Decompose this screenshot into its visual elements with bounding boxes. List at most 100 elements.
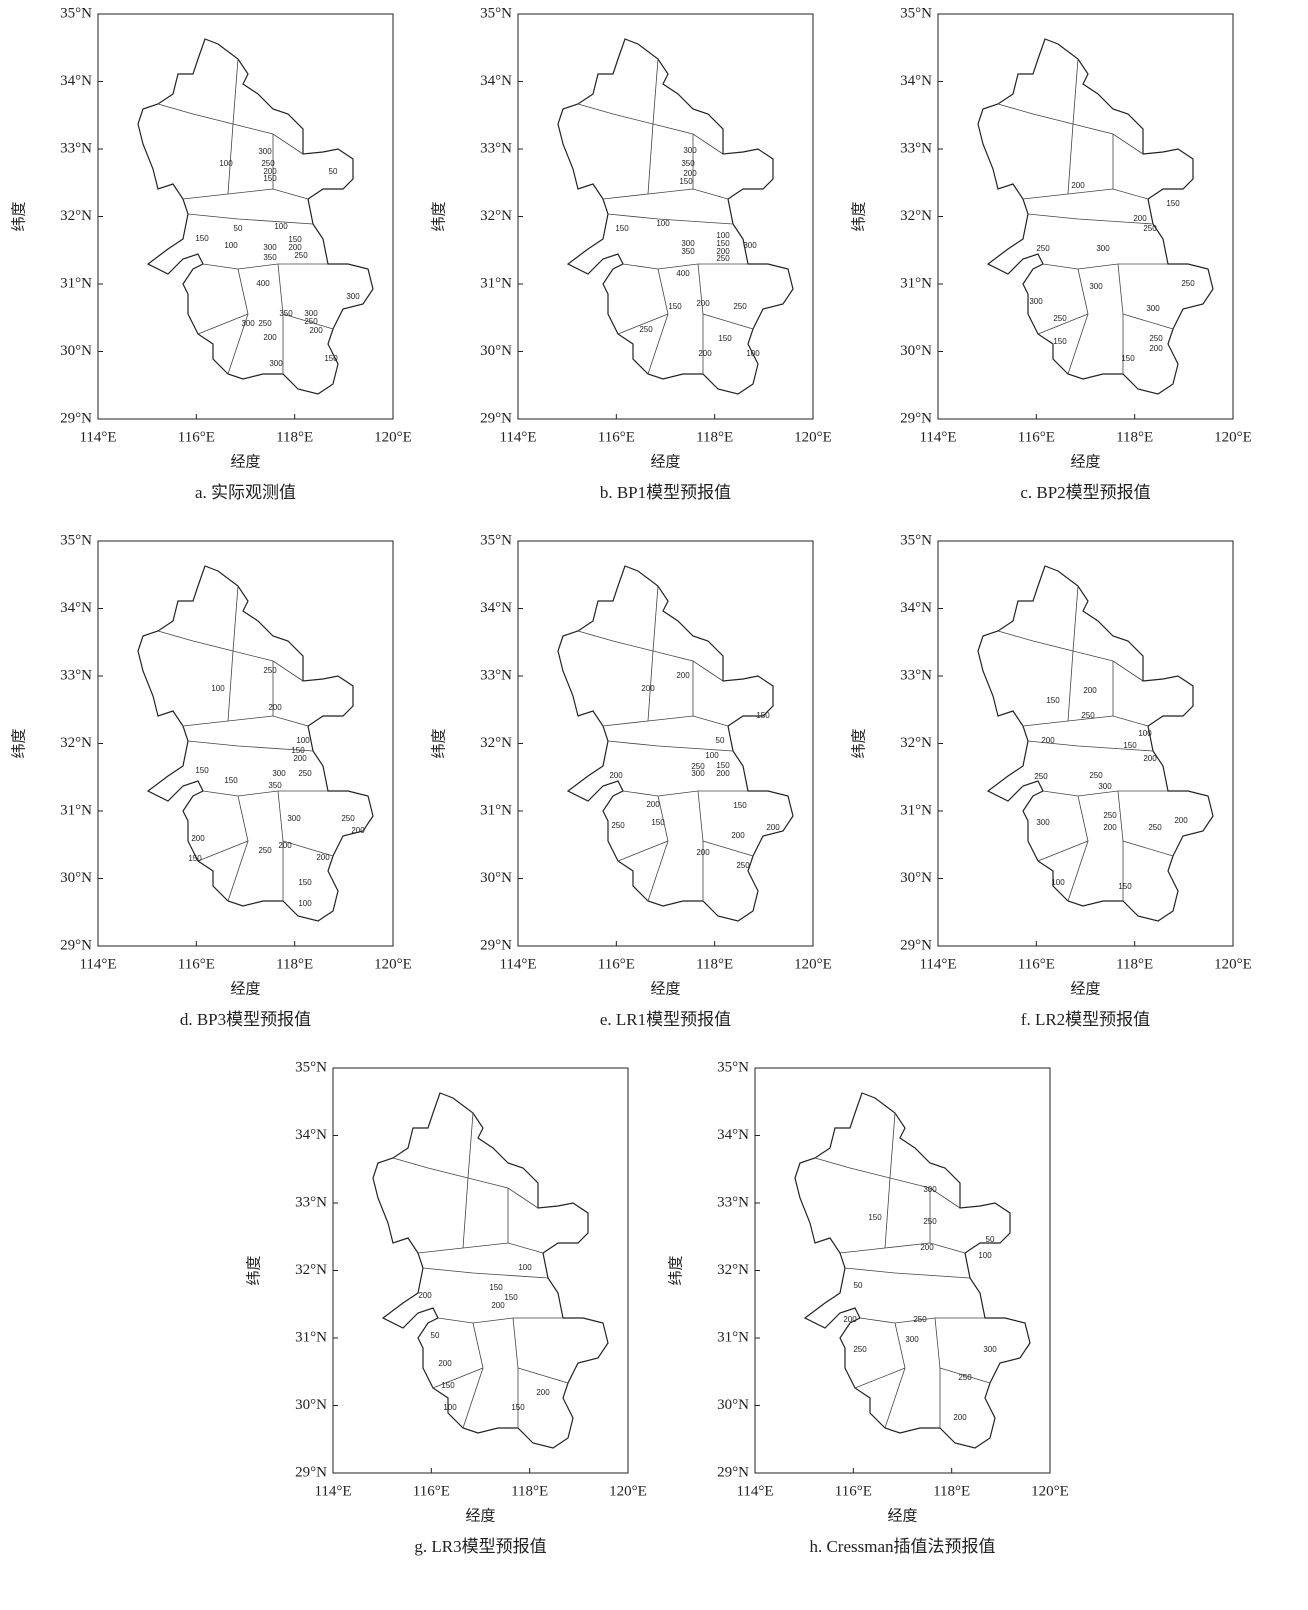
boundary-line — [854, 1367, 906, 1389]
contour-label: 50 — [854, 1281, 863, 1290]
plot-frame — [937, 13, 1234, 420]
boundary-line — [392, 1157, 469, 1179]
y-tick-label: 35°N — [900, 5, 932, 21]
province-outline — [137, 38, 374, 395]
x-tick-label: 120°E — [1214, 956, 1252, 972]
contour-label: 150 — [615, 224, 629, 233]
boundary-line — [157, 630, 234, 652]
x-tick-label: 118°E — [696, 956, 733, 972]
boundary-line — [652, 58, 724, 155]
x-tick-label: 116°E — [178, 956, 215, 972]
boundary-line — [1067, 795, 1089, 902]
contour-label: 300 — [683, 146, 697, 155]
contour-label: 150 — [263, 174, 277, 183]
x-tick-label: 116°E — [1018, 956, 1055, 972]
boundary-line — [462, 1177, 469, 1249]
contour-label: 150 — [756, 711, 770, 720]
boundary-line — [1067, 650, 1074, 722]
contour-label: 250 — [341, 814, 355, 823]
plot-frame — [517, 13, 814, 420]
contour-label: 250 — [733, 302, 747, 311]
contour-label: 200 — [1143, 754, 1157, 763]
boundary-line — [1072, 58, 1144, 155]
x-tick-label: 120°E — [794, 956, 832, 972]
contour-label: 100 — [1138, 729, 1152, 738]
boundary-line — [157, 103, 234, 125]
boundary-line — [187, 213, 314, 225]
y-tick-label: 32°N — [900, 735, 932, 751]
contour-label: 150 — [298, 878, 312, 887]
map-panel: 114°E 116°E 118°E 120°E 29°N 30°N 31°N 32°N 33°N… — [10, 5, 411, 501]
contour-label: 300 — [263, 243, 277, 252]
contour-label: 200 — [843, 1315, 857, 1324]
boundary-line — [422, 1267, 549, 1279]
contour-label: 250 — [261, 159, 275, 168]
boundary-line — [187, 740, 314, 752]
boundary-line — [577, 630, 654, 652]
x-tick-label: 120°E — [374, 429, 412, 445]
y-tick-label: 31°N — [60, 802, 92, 818]
y-tick-label: 33°N — [295, 1194, 327, 1210]
x-tick-label: 114°E — [499, 429, 536, 445]
y-tick-label: 31°N — [480, 275, 512, 291]
x-tick-label: 118°E — [511, 1483, 548, 1499]
contour-label: 150 — [288, 235, 302, 244]
contour-label: 200 — [263, 167, 277, 176]
contour-label: 200 — [191, 834, 205, 843]
x-tick-label: 120°E — [794, 429, 832, 445]
boundary-line — [577, 103, 654, 125]
contour-label: 200 — [731, 831, 745, 840]
boundary-line — [227, 795, 249, 902]
contour-label: 250 — [1053, 314, 1067, 323]
contour-label: 150 — [195, 234, 209, 243]
contour-label: 200 — [351, 826, 365, 835]
y-tick-label: 35°N — [480, 532, 512, 548]
y-tick-label: 34°N — [480, 73, 512, 89]
boundary-line — [202, 790, 328, 797]
map-panel: 114°E 116°E 118°E 120°E 29°N 30°N 31°N 32°N 33°N… — [10, 532, 411, 1028]
y-tick-label: 35°N — [900, 532, 932, 548]
boundary-line — [1072, 585, 1144, 682]
x-axis-label: 经度 — [465, 1507, 495, 1524]
contour-label: 350 — [263, 253, 277, 262]
x-tick-label: 116°E — [1018, 429, 1055, 445]
y-tick-label: 33°N — [480, 667, 512, 683]
plot-frame — [937, 540, 1234, 947]
contour-label: 150 — [1123, 741, 1137, 750]
map-panel: 114°E 116°E 118°E 120°E 29°N 30°N 31°N 32°N 33°N… — [430, 532, 831, 1028]
contour-label: 200 — [698, 349, 712, 358]
panel-caption: b. BP1模型预报值 — [600, 483, 731, 502]
province-outline — [977, 38, 1214, 395]
contour-label: 200 — [293, 754, 307, 763]
x-tick-label: 120°E — [1031, 1483, 1069, 1499]
boundary-line — [417, 1242, 544, 1254]
y-tick-label: 31°N — [295, 1329, 327, 1345]
contour-label: 200 — [1103, 823, 1117, 832]
contour-label: 350 — [681, 247, 695, 256]
contour-label: 200 — [953, 1413, 967, 1422]
y-tick-label: 29°N — [295, 1464, 327, 1480]
boundary-line — [437, 1317, 563, 1324]
map-panel: 114°E 116°E 118°E 120°E 29°N 30°N 31°N 32°N 33°N… — [850, 5, 1251, 501]
contour-label: 150 — [1166, 199, 1180, 208]
boundary-line — [702, 840, 754, 857]
province-outline — [137, 565, 374, 922]
boundary-line — [182, 188, 309, 200]
y-tick-label: 34°N — [295, 1127, 327, 1143]
boundary-line — [934, 1317, 941, 1428]
y-tick-label: 30°N — [60, 870, 92, 886]
y-tick-label: 34°N — [60, 73, 92, 89]
boundary-line — [859, 1317, 985, 1324]
contour-label: 250 — [258, 846, 272, 855]
boundary-line — [1037, 840, 1089, 862]
contour-label: 250 — [1181, 279, 1195, 288]
boundary-line — [607, 740, 734, 752]
y-tick-label: 30°N — [480, 343, 512, 359]
x-tick-label: 116°E — [598, 429, 635, 445]
contour-label: 250 — [258, 319, 272, 328]
contour-label: 100 — [211, 684, 225, 693]
contour-label: 150 — [324, 354, 338, 363]
y-tick-label: 34°N — [480, 600, 512, 616]
contour-label: 250 — [1081, 711, 1095, 720]
contour-label: 350 — [681, 159, 695, 168]
